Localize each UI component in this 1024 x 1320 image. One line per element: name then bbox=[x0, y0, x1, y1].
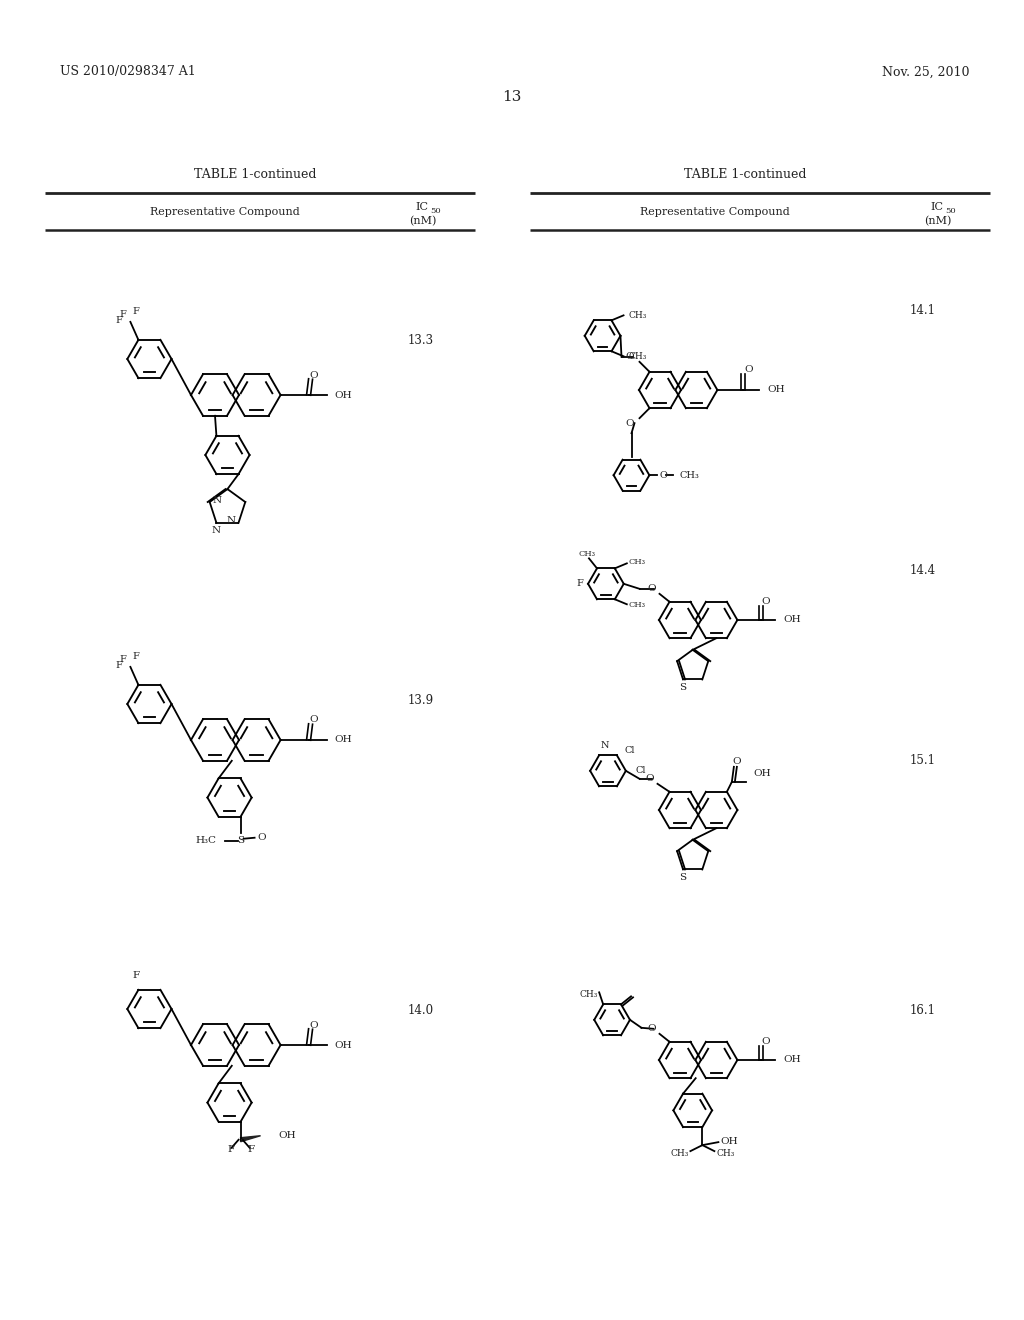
Text: CH₃: CH₃ bbox=[717, 1148, 735, 1158]
Text: CH₃: CH₃ bbox=[679, 471, 699, 479]
Text: TABLE 1-continued: TABLE 1-continued bbox=[194, 169, 316, 181]
Text: 13: 13 bbox=[503, 90, 521, 104]
Text: (nM): (nM) bbox=[410, 216, 436, 226]
Text: S: S bbox=[237, 837, 244, 845]
Text: CH₃: CH₃ bbox=[670, 1148, 688, 1158]
Text: Cl: Cl bbox=[636, 767, 646, 775]
Text: OH: OH bbox=[783, 615, 801, 624]
Text: OH: OH bbox=[721, 1137, 738, 1146]
Text: 16.1: 16.1 bbox=[910, 1003, 936, 1016]
Text: O: O bbox=[761, 1038, 770, 1047]
Text: F: F bbox=[133, 972, 140, 979]
Text: N: N bbox=[212, 527, 221, 536]
Text: O: O bbox=[309, 715, 317, 725]
Text: F: F bbox=[227, 1146, 234, 1154]
Text: IC: IC bbox=[930, 202, 943, 213]
Text: F: F bbox=[119, 655, 126, 664]
Text: O: O bbox=[647, 1024, 655, 1034]
Text: O: O bbox=[257, 833, 266, 842]
Text: 50: 50 bbox=[430, 207, 440, 215]
Text: N: N bbox=[212, 495, 221, 504]
Text: 14.4: 14.4 bbox=[910, 564, 936, 577]
Text: CH₃: CH₃ bbox=[629, 310, 647, 319]
Text: F: F bbox=[115, 317, 122, 325]
Text: H₃C: H₃C bbox=[196, 837, 217, 845]
Text: 14.1: 14.1 bbox=[910, 304, 936, 317]
Text: F: F bbox=[132, 652, 139, 661]
Text: Representative Compound: Representative Compound bbox=[151, 207, 300, 216]
Text: CH₃: CH₃ bbox=[580, 990, 598, 999]
Text: OH: OH bbox=[279, 1131, 296, 1140]
Text: O: O bbox=[744, 366, 753, 375]
Text: N: N bbox=[601, 742, 609, 750]
Text: CH₃: CH₃ bbox=[579, 550, 596, 558]
Text: 15.1: 15.1 bbox=[910, 754, 936, 767]
Text: Nov. 25, 2010: Nov. 25, 2010 bbox=[883, 66, 970, 78]
Text: F: F bbox=[247, 1146, 254, 1154]
Text: O: O bbox=[647, 585, 655, 593]
Text: 13.3: 13.3 bbox=[408, 334, 434, 346]
Text: O: O bbox=[626, 418, 635, 428]
Text: O: O bbox=[309, 371, 317, 380]
Text: 14.0: 14.0 bbox=[408, 1003, 434, 1016]
Text: OH: OH bbox=[754, 770, 771, 779]
Polygon shape bbox=[241, 1135, 260, 1142]
Text: S: S bbox=[680, 682, 687, 692]
Text: CH₃: CH₃ bbox=[629, 602, 646, 610]
Text: CH₃: CH₃ bbox=[629, 351, 647, 360]
Text: O: O bbox=[645, 775, 653, 783]
Text: Representative Compound: Representative Compound bbox=[640, 207, 790, 216]
Text: IC: IC bbox=[415, 202, 428, 213]
Text: O: O bbox=[761, 598, 770, 606]
Text: O: O bbox=[659, 471, 668, 479]
Text: F: F bbox=[119, 310, 126, 319]
Text: Cl: Cl bbox=[625, 746, 636, 755]
Text: TABLE 1-continued: TABLE 1-continued bbox=[684, 169, 806, 181]
Text: O: O bbox=[626, 352, 635, 362]
Text: OH: OH bbox=[335, 1040, 352, 1049]
Text: •: • bbox=[239, 1138, 243, 1142]
Text: N: N bbox=[227, 516, 237, 525]
Text: OH: OH bbox=[335, 391, 352, 400]
Text: 13.9: 13.9 bbox=[408, 693, 434, 706]
Text: (nM): (nM) bbox=[925, 216, 951, 226]
Text: CH₃: CH₃ bbox=[629, 558, 646, 566]
Text: F: F bbox=[577, 579, 583, 589]
Text: OH: OH bbox=[335, 735, 352, 744]
Text: S: S bbox=[680, 873, 687, 882]
Text: OH: OH bbox=[767, 385, 785, 395]
Text: OH: OH bbox=[783, 1056, 801, 1064]
Text: O: O bbox=[732, 758, 741, 767]
Text: O: O bbox=[309, 1020, 317, 1030]
Text: 50: 50 bbox=[945, 207, 955, 215]
Text: US 2010/0298347 A1: US 2010/0298347 A1 bbox=[60, 66, 196, 78]
Text: F: F bbox=[115, 661, 122, 671]
Text: F: F bbox=[132, 308, 139, 317]
